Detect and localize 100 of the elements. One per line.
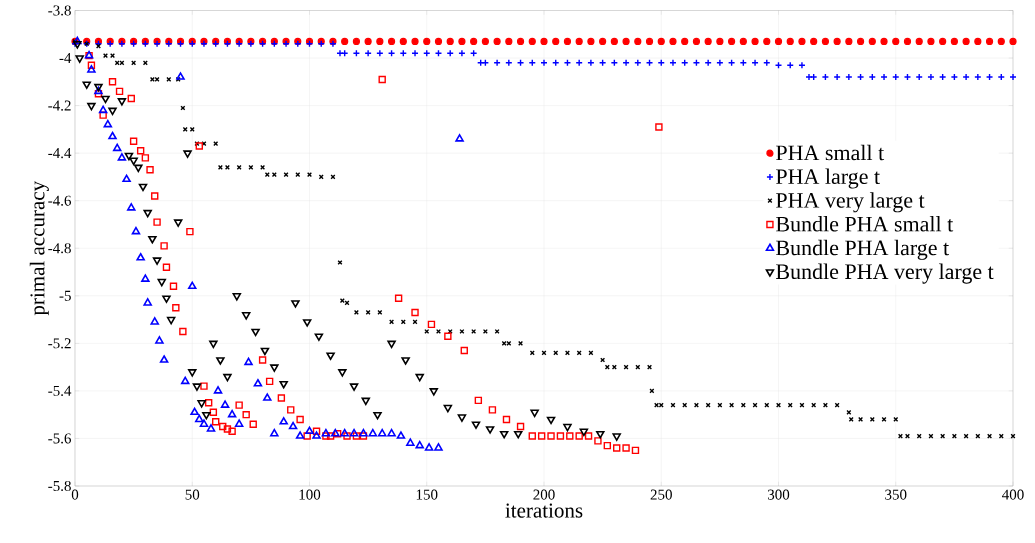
point (443, 404, 453, 413)
y-tick-label: -4.4 (48, 148, 72, 159)
y-tick-label: -3.8 (48, 5, 71, 16)
point (359, 428, 368, 437)
point (424, 443, 434, 451)
point (223, 373, 232, 382)
legend-label: Bundle PHA very large t (776, 263, 994, 284)
x-tick-label: 250 (650, 489, 672, 500)
point (373, 411, 382, 420)
point (173, 219, 183, 227)
point (157, 278, 167, 287)
point (199, 419, 209, 427)
point (103, 119, 113, 128)
point (612, 433, 621, 441)
point (138, 183, 148, 192)
point (396, 431, 406, 439)
point (202, 411, 211, 420)
y-tick-label: -5 (59, 290, 71, 301)
point (124, 152, 134, 161)
legend-label: PHA small t (776, 144, 885, 161)
point (143, 209, 152, 218)
y-tick-label: -5.6 (48, 433, 72, 444)
point (134, 164, 143, 173)
point (563, 423, 572, 432)
y-tick-label: -5.2 (48, 338, 71, 349)
point (195, 414, 204, 423)
point (220, 400, 230, 408)
point (197, 399, 206, 408)
point (415, 373, 424, 382)
y-tick-label: -5.4 (48, 385, 72, 396)
point (216, 357, 225, 365)
y-tick-label: -4.6 (48, 195, 72, 206)
point (213, 386, 223, 394)
point (108, 131, 117, 140)
x-tick-label: 0 (71, 489, 79, 500)
point (368, 428, 378, 437)
point (244, 357, 253, 366)
point (338, 369, 347, 377)
point (162, 295, 171, 303)
point (349, 383, 359, 391)
x-tick-label: 400 (1002, 489, 1024, 500)
x-tick-label: 300 (767, 489, 790, 500)
point (260, 347, 270, 356)
point (401, 357, 410, 365)
legend-label: Bundle PHA large t (776, 239, 950, 260)
point (209, 340, 218, 349)
point (82, 81, 91, 89)
x-tick-label: 200 (533, 489, 555, 500)
y-tick-label: -4 (59, 53, 72, 63)
x-tick-label: 150 (416, 489, 438, 500)
point (305, 426, 314, 435)
point (141, 274, 150, 282)
legend-label: Bundle PHA small t (776, 216, 954, 232)
point (387, 340, 396, 349)
point (206, 424, 216, 432)
point (429, 388, 439, 396)
point (291, 300, 300, 308)
point (148, 235, 157, 244)
point (187, 281, 197, 290)
point (234, 419, 244, 427)
x-axis-title: iterations (505, 503, 583, 518)
point (129, 157, 138, 166)
point (108, 107, 117, 116)
point (349, 428, 359, 437)
point (150, 317, 159, 325)
point (263, 393, 272, 401)
point (122, 174, 131, 183)
y-tick-label: -5.8 (48, 480, 71, 492)
point (159, 355, 169, 363)
point (152, 257, 162, 265)
point (513, 430, 523, 439)
x-tick-label: 50 (185, 489, 200, 500)
point (302, 319, 312, 327)
point (176, 72, 185, 80)
point (127, 203, 136, 211)
point (546, 416, 556, 425)
point (112, 143, 122, 152)
point (75, 55, 84, 63)
point (499, 430, 509, 439)
point (457, 414, 467, 422)
y-tick-label: -4.8 (48, 243, 71, 254)
point (155, 336, 164, 344)
point (387, 428, 396, 437)
point (87, 65, 96, 73)
point (101, 95, 110, 104)
point (415, 440, 424, 449)
point (326, 352, 335, 361)
point (166, 316, 176, 325)
point (117, 98, 127, 106)
point (87, 102, 96, 111)
point (117, 153, 127, 161)
legend-label: PHA very large t (776, 192, 925, 213)
point (596, 430, 605, 439)
x-tick-label: 100 (299, 489, 321, 500)
point (530, 409, 539, 418)
point (227, 409, 237, 418)
y-tick-label: -4.2 (48, 100, 71, 111)
point (279, 380, 288, 389)
point (361, 397, 371, 406)
point (143, 298, 152, 306)
